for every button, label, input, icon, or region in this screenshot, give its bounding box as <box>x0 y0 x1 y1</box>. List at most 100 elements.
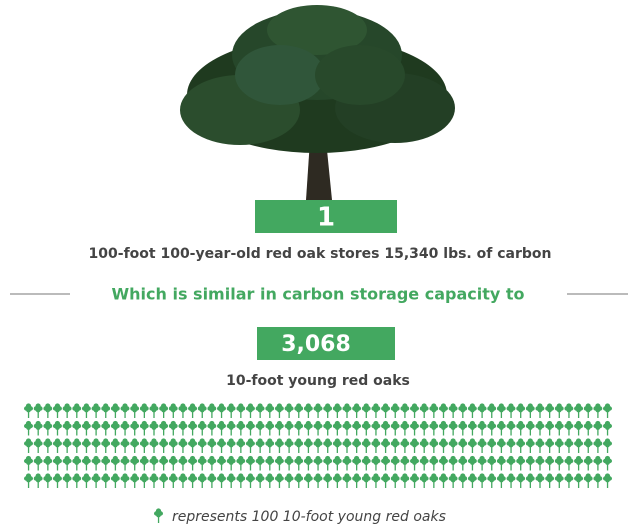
tree-icon <box>92 421 101 436</box>
tree-icon <box>227 456 236 471</box>
tree-icon <box>92 473 101 488</box>
tree-icon <box>516 438 525 453</box>
tree-icon <box>584 473 593 488</box>
tree-icon <box>516 473 525 488</box>
comparison: Which is similar in carbon storage capac… <box>112 285 525 304</box>
tree-icon <box>487 403 496 418</box>
tree-icon <box>207 456 216 471</box>
tree-icon <box>217 438 226 453</box>
tree-icon <box>63 438 72 453</box>
tree-icon <box>478 438 487 453</box>
tree-icon <box>535 421 544 436</box>
tree-icon <box>564 456 573 471</box>
tree-icon <box>603 438 612 453</box>
tree-icon <box>111 456 120 471</box>
tree-icon <box>535 456 544 471</box>
tree-icon <box>169 403 178 418</box>
tree-icon <box>564 403 573 418</box>
page: 1 100-foot 100-year-old red oak stores 1… <box>0 0 634 529</box>
tree-icon <box>111 473 120 488</box>
tree-icon <box>545 473 554 488</box>
tree-icon <box>439 438 448 453</box>
tree-icon <box>256 403 265 418</box>
tree-icon <box>420 473 429 488</box>
tree-icon <box>246 403 255 418</box>
tree-icon <box>314 438 323 453</box>
tree-icon <box>487 456 496 471</box>
tree-icon <box>458 438 467 453</box>
tree-icon <box>439 473 448 488</box>
tree-icon <box>468 403 477 418</box>
tree-icon <box>420 456 429 471</box>
tree-icon <box>24 438 33 453</box>
tree-icon <box>468 421 477 436</box>
tree-icon <box>449 421 458 436</box>
tree-icon <box>236 456 245 471</box>
tree-icon <box>246 421 255 436</box>
tree-icon <box>314 421 323 436</box>
tree-icon <box>381 473 390 488</box>
tree-icon <box>333 421 342 436</box>
tree-icon <box>342 473 351 488</box>
tree-icon <box>478 473 487 488</box>
tree-icon <box>555 403 564 418</box>
tree-icon <box>362 403 371 418</box>
tree-icon <box>256 473 265 488</box>
tree-icon <box>236 403 245 418</box>
tree-icon <box>63 403 72 418</box>
tree-icon <box>420 421 429 436</box>
tree-icon <box>352 438 361 453</box>
tree-icon <box>362 473 371 488</box>
tree-icon <box>439 403 448 418</box>
tree-icon <box>429 403 438 418</box>
tree-icon <box>342 421 351 436</box>
tree-icon <box>236 438 245 453</box>
tree-icon <box>584 403 593 418</box>
tree-icon <box>323 473 332 488</box>
tree-icon <box>275 456 284 471</box>
tree-icon <box>371 403 380 418</box>
tree-icon <box>159 473 168 488</box>
tree-icon <box>487 438 496 453</box>
tree-icon <box>323 456 332 471</box>
tree-icon <box>188 438 197 453</box>
tree-icon <box>449 473 458 488</box>
tree-icon <box>314 473 323 488</box>
tree-icon <box>285 403 294 418</box>
tree-icon <box>82 421 91 436</box>
tree-icon <box>333 438 342 453</box>
tree-icon <box>574 421 583 436</box>
tree-icon <box>34 403 43 418</box>
tree-icon <box>507 473 516 488</box>
tree-icon <box>121 438 130 453</box>
tree-icon <box>63 421 72 436</box>
tree-icon <box>516 403 525 418</box>
tree-icon <box>458 421 467 436</box>
tree-icon <box>130 421 139 436</box>
tree-icon <box>593 403 602 418</box>
tree-icon <box>92 438 101 453</box>
tree-icon <box>130 473 139 488</box>
pictograph <box>24 403 612 488</box>
tree-icon <box>140 456 149 471</box>
tree-icon <box>149 438 158 453</box>
tree-icon <box>323 438 332 453</box>
tree-icon <box>159 456 168 471</box>
legend: represents 100 10-foot young red oaks <box>172 509 446 525</box>
tree-icon <box>535 473 544 488</box>
tree-icon <box>449 456 458 471</box>
tree-icon <box>53 403 62 418</box>
tree-icon <box>227 438 236 453</box>
tree-icon <box>149 456 158 471</box>
tree-icon <box>371 473 380 488</box>
tree-icon <box>352 456 361 471</box>
tree-icon <box>53 421 62 436</box>
tree-icon <box>111 403 120 418</box>
tree-icon <box>574 473 583 488</box>
tree-icon <box>352 473 361 488</box>
tree-icon <box>149 473 158 488</box>
tree-icon <box>526 438 535 453</box>
tree-icon <box>24 421 33 436</box>
tree-icon <box>159 438 168 453</box>
tree-icon <box>207 421 216 436</box>
